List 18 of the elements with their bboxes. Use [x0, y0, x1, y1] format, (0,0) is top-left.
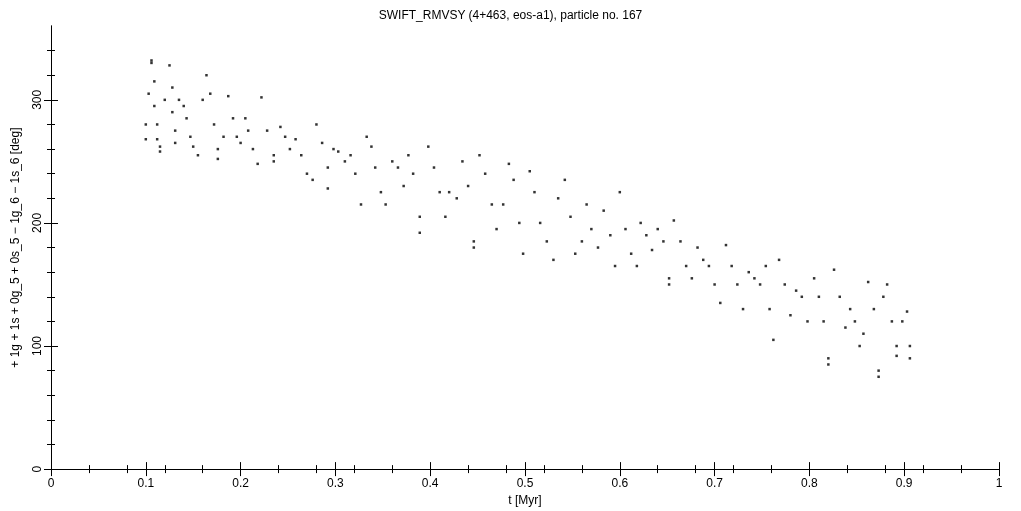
x-tick-label: 0.5: [516, 476, 534, 491]
x-tick-label: 0.3: [327, 476, 345, 491]
x-tick-label: 0.9: [895, 476, 913, 491]
y-axis-title: + 1g + 1s + 0g_5 + 0s_5 − 1g_6 − 1s_6 [deg]: [8, 127, 22, 368]
y-tick-label: 100: [30, 335, 44, 357]
x-axis-title: t [Myr]: [508, 493, 542, 507]
x-tick-label: 0.7: [706, 476, 724, 491]
x-tick-label: 1: [995, 476, 1003, 491]
x-tick-label: 0.6: [611, 476, 629, 491]
x-tick-label: 0: [47, 476, 55, 491]
x-tick-label: 0.1: [137, 476, 155, 491]
x-tick-label: 0.8: [801, 476, 819, 491]
x-tick-label: 0.2: [232, 476, 250, 491]
chart-title: SWIFT_RMVSY (4+463, eos-a1), particle no. 167: [378, 8, 643, 22]
y-tick-label: 200: [30, 212, 44, 233]
y-tick-label: 0: [30, 465, 44, 473]
y-tick-label: 300: [30, 89, 44, 110]
x-tick-label: 0.4: [421, 476, 439, 491]
